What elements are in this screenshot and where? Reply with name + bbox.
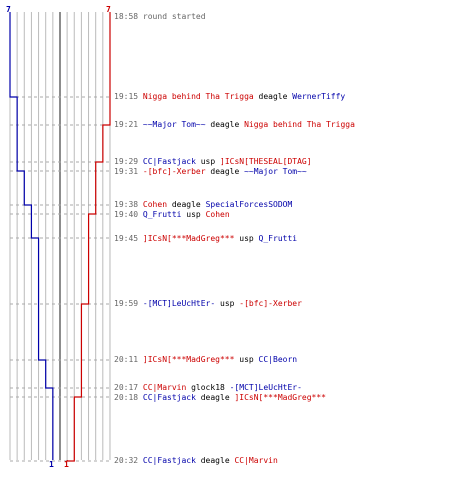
kill-event-row: 19:45 ]ICsN[***MadGreg*** usp Q_Frutti xyxy=(114,234,297,244)
weapon-name: deagle xyxy=(200,456,230,465)
weapon-name: deagle xyxy=(258,92,288,101)
kill-event-row: 19:38 Cohen deagle SpecialForcesSODOM xyxy=(114,200,292,210)
killer-name: CC|Fastjack xyxy=(142,456,196,465)
weapon-name: glock18 xyxy=(191,383,225,392)
round-start-row: 18:58 round started xyxy=(114,12,206,22)
killer-name: Cohen xyxy=(142,200,168,209)
kill-event-row: 20:32 CC|Fastjack deagle CC|Marvin xyxy=(114,456,278,466)
weapon-name: usp xyxy=(186,210,201,219)
kill-time: 19:38 xyxy=(114,200,139,209)
killer-name: ]ICsN[***MadGreg*** xyxy=(142,234,235,243)
weapon-name: deagle xyxy=(210,167,240,176)
weapon-name: usp xyxy=(220,299,235,308)
kill-time: 20:18 xyxy=(114,393,139,402)
killer-name: CC|Fastjack xyxy=(142,157,196,166)
kill-time: 19:15 xyxy=(114,92,139,101)
killer-name: CC|Fastjack xyxy=(142,393,196,402)
victim-name: Q_Frutti xyxy=(258,234,298,243)
kill-time: 19:21 xyxy=(114,120,139,129)
kill-time: 19:45 xyxy=(114,234,139,243)
round-start-text: round started xyxy=(142,12,206,21)
round-start-time: 18:58 xyxy=(114,12,139,21)
killer-name: Q_Frutti xyxy=(142,210,182,219)
kill-time: 20:17 xyxy=(114,383,139,392)
killer-name: -[MCT]LeUcHtEr- xyxy=(142,299,216,308)
killer-name: ~~Major Tom~~ xyxy=(142,120,206,129)
victim-name: ~~Major Tom~~ xyxy=(244,167,307,176)
victim-name: SpecialForcesSODOM xyxy=(205,200,293,209)
killer-name: CC|Marvin xyxy=(142,383,187,392)
victim-name: Cohen xyxy=(205,210,230,219)
killer-name: ]ICsN[***MadGreg*** xyxy=(142,355,235,364)
kill-event-row: 19:59 -[MCT]LeUcHtEr- usp -[bfc]-Xerber xyxy=(114,299,302,309)
blue-team-count-top: 7 xyxy=(6,5,11,14)
kill-event-row: 20:17 CC|Marvin glock18 -[MCT]LeUcHtEr- xyxy=(114,383,302,393)
kill-event-row: 20:18 CC|Fastjack deagle ]ICsN[***MadGre… xyxy=(114,393,326,403)
kill-event-row: 19:21 ~~Major Tom~~ deagle Nigga behind … xyxy=(114,120,355,130)
kill-event-row: 19:31 -[bfc]-Xerber deagle ~~Major Tom~~ xyxy=(114,167,307,177)
kill-event-row: 19:40 Q_Frutti usp Cohen xyxy=(114,210,230,220)
kill-event-row: 19:15 Nigga behind Tha Trigga deagle Wer… xyxy=(114,92,345,102)
kill-time: 19:29 xyxy=(114,157,139,166)
weapon-name: usp xyxy=(239,355,254,364)
victim-name: CC|Beorn xyxy=(258,355,298,364)
victim-name: ]ICsN[THESEAL[DTAG] xyxy=(220,157,312,166)
kill-event-row: 19:29 CC|Fastjack usp ]ICsN[THESEAL[DTAG… xyxy=(114,157,312,167)
killer-name: Nigga behind Tha Trigga xyxy=(142,92,254,101)
red-team-count-top: 7 xyxy=(106,5,111,14)
kill-time: 19:31 xyxy=(114,167,139,176)
kill-time: 19:40 xyxy=(114,210,139,219)
weapon-name: usp xyxy=(239,234,254,243)
red-team-count-bottom: 1 xyxy=(64,460,69,469)
kill-time: 20:32 xyxy=(114,456,139,465)
victim-name: WernerTiffy xyxy=(292,92,346,101)
weapon-name: deagle xyxy=(171,200,201,209)
victim-name: -[bfc]-Xerber xyxy=(239,299,302,308)
kill-time: 20:11 xyxy=(114,355,139,364)
victim-name: CC|Marvin xyxy=(234,456,278,465)
weapon-name: deagle xyxy=(210,120,240,129)
weapon-name: deagle xyxy=(200,393,230,402)
blue-team-alive-line xyxy=(9,12,54,460)
victim-name: ]ICsN[***MadGreg*** xyxy=(234,393,326,402)
kill-event-row: 20:11 ]ICsN[***MadGreg*** usp CC|Beorn xyxy=(114,355,297,365)
victim-name: -[MCT]LeUcHtEr- xyxy=(229,383,302,392)
red-team-alive-line xyxy=(66,12,111,462)
killer-name: -[bfc]-Xerber xyxy=(142,167,206,176)
kill-time: 19:59 xyxy=(114,299,139,308)
weapon-name: usp xyxy=(200,157,216,166)
blue-team-count-bottom: 1 xyxy=(49,460,54,469)
victim-name: Nigga behind Tha Trigga xyxy=(244,120,355,129)
